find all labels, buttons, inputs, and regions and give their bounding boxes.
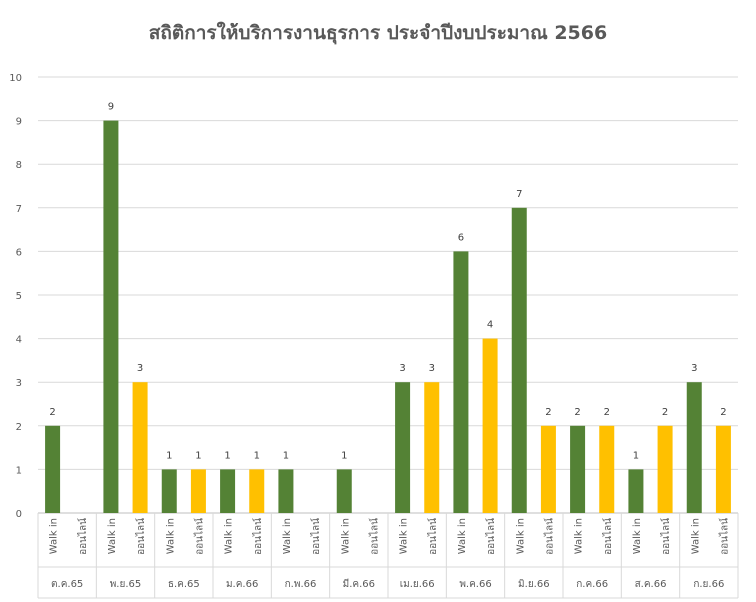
data-label: 1 [341, 450, 347, 461]
bar-walk-in [395, 382, 411, 513]
bar-online [132, 382, 148, 513]
y-tick-label: 6 [16, 247, 22, 258]
data-label: 1 [633, 450, 639, 461]
bar-walk-in [278, 469, 294, 513]
bar-walk-in [45, 425, 61, 513]
month-label: ต.ค.65 [51, 579, 83, 590]
month-label: ก.ค.66 [576, 579, 608, 590]
category-label: ออนไลน์ [718, 518, 730, 555]
data-label: 6 [458, 232, 464, 243]
bar-walk-in [453, 251, 469, 513]
bar-walk-in [220, 469, 236, 513]
y-tick-label: 5 [16, 291, 22, 302]
category-label: Walk in [690, 518, 701, 554]
month-label: พ.ค.66 [459, 579, 491, 590]
category-label: Walk in [107, 518, 118, 554]
bar-walk-in [570, 425, 586, 513]
y-tick-label: 8 [16, 160, 22, 171]
category-label: Walk in [515, 518, 526, 554]
category-label: Walk in [574, 518, 585, 554]
bar-online [540, 425, 556, 513]
category-label: Walk in [340, 518, 351, 554]
data-label: 2 [720, 407, 726, 418]
data-label: 1 [195, 450, 201, 461]
data-label: 2 [574, 407, 580, 418]
bar-online [249, 469, 265, 513]
category-label: ออนไลน์ [485, 518, 497, 555]
category-label: Walk in [165, 518, 176, 554]
bar-walk-in [686, 382, 702, 513]
bar-online [424, 382, 440, 513]
data-label: 3 [137, 363, 143, 374]
month-label: พ.ย.65 [110, 579, 142, 590]
data-label: 2 [545, 407, 551, 418]
month-label: มี.ค.66 [343, 578, 375, 590]
month-label: มิ.ย.66 [518, 579, 550, 590]
data-label: 9 [108, 102, 114, 113]
month-label: ม.ค.66 [226, 579, 258, 590]
y-tick-label: 2 [16, 422, 22, 433]
data-label: 2 [604, 407, 610, 418]
category-label: Walk in [224, 518, 235, 554]
data-label: 1 [254, 450, 260, 461]
category-label: ออนไลน์ [602, 518, 614, 555]
category-label: ออนไลน์ [660, 518, 672, 555]
data-label: 2 [662, 407, 668, 418]
category-label: ออนไลน์ [252, 518, 264, 555]
bar-online [715, 425, 731, 513]
data-label: 3 [399, 363, 405, 374]
category-label: Walk in [49, 518, 60, 554]
y-tick-label: 0 [16, 509, 22, 520]
month-label: ธ.ค.65 [168, 579, 200, 590]
month-label: ก.ย.66 [693, 579, 724, 590]
data-label: 3 [691, 363, 697, 374]
data-label: 1 [166, 450, 172, 461]
y-tick-label: 1 [16, 465, 22, 476]
category-label: ออนไลน์ [77, 518, 89, 555]
bar-walk-in [511, 207, 527, 514]
y-tick-label: 4 [16, 335, 22, 346]
category-label: Walk in [632, 518, 643, 554]
category-label: ออนไลน์ [368, 518, 380, 555]
data-label: 7 [516, 189, 522, 200]
chart-title: สถิติการให้บริการงานธุรการ ประจำปีงบประม… [148, 22, 608, 44]
bar-online [190, 469, 206, 513]
category-label: ออนไลน์ [193, 518, 205, 555]
bar-online [482, 338, 498, 513]
data-label: 3 [429, 363, 435, 374]
data-label: 4 [487, 320, 493, 331]
month-label: ส.ค.66 [635, 579, 667, 590]
bar-walk-in [336, 469, 352, 513]
month-label: เม.ย.66 [400, 579, 435, 590]
category-label: Walk in [282, 518, 293, 554]
category-label: Walk in [399, 518, 410, 554]
bar-walk-in [103, 120, 119, 513]
bar-walk-in [628, 469, 644, 513]
bar-walk-in [161, 469, 177, 513]
data-label: 1 [224, 450, 230, 461]
data-label: 2 [49, 407, 55, 418]
category-label: ออนไลน์ [135, 518, 147, 555]
y-tick-label: 10 [9, 73, 22, 84]
category-label: Walk in [457, 518, 468, 554]
category-label: ออนไลน์ [310, 518, 322, 555]
data-label: 1 [283, 450, 289, 461]
bar-online [657, 425, 673, 513]
y-tick-label: 7 [16, 204, 22, 215]
category-label: ออนไลน์ [543, 518, 555, 555]
month-label: ก.พ.66 [285, 579, 317, 590]
category-label: ออนไลน์ [427, 518, 439, 555]
y-tick-label: 3 [16, 378, 22, 389]
y-tick-label: 9 [16, 117, 22, 128]
bar-online [599, 425, 615, 513]
